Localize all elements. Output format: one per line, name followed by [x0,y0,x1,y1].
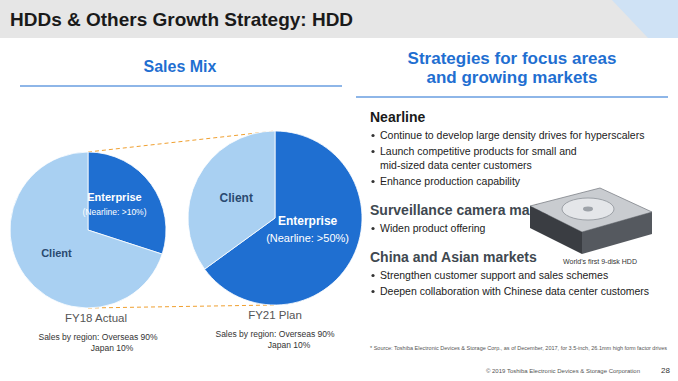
connector [88,305,275,308]
panel-rule [356,96,668,97]
pie-subtitle: Sales by region: Overseas 90% [38,332,158,342]
bullet-dot [371,134,374,137]
bullet-dot [371,274,374,277]
bullet-dot [371,227,374,230]
pie-slice [188,131,275,269]
header-title: HDDs & Others Growth Strategy: HDD [10,9,353,30]
header-band [0,0,678,38]
bullet-text: Strengthen customer support and sales sc… [380,269,608,281]
panel-title: Sales Mix [144,58,217,75]
slice-annotation: (Nearline: >10%) [82,207,146,217]
bullet-text: mid-sized data center customers [380,159,532,171]
bullet-text: Launch competitive products for small an… [380,145,577,157]
bullet-dot [371,180,374,183]
hdd-image [530,188,652,254]
panel-rule [20,85,342,86]
slide: HDDs & Others Growth Strategy: HDD Sales … [0,0,678,381]
page-number: 28 [661,366,670,375]
bullet-text: Enhance production capability [380,175,521,187]
slice-annotation: (Nearline: >50%) [266,232,349,244]
pie-subtitle: Sales by region: Overseas 90% [215,329,335,339]
section-heading: Nearline [370,109,425,125]
pie-subtitle: Japan 10% [91,343,134,353]
hdd-hub [583,207,593,212]
header-accent [612,0,678,38]
slice-label: Enterprise [87,191,141,203]
pie-title: FY21 Plan [248,309,302,321]
hdd-platter [562,198,614,220]
bullet-text: Continue to develop large density drives… [380,129,644,141]
bullet-dot [371,150,374,153]
slice-label: Client [220,191,253,205]
bullet-text: Deepen collaboration with Chinese data c… [380,285,649,297]
slice-label: Client [41,247,72,259]
panel-title: Strategies for focus areas [408,49,617,68]
pie-subtitle: Japan 10% [268,340,311,350]
panel-title: and growing markets [427,68,598,87]
footnote: * Source: Toshiba Electronic Devices & S… [370,345,667,351]
section-heading: Surveillance camera market [370,202,556,218]
bullet-dot [371,290,374,293]
slice-label: Enterprise [278,214,338,228]
section-heading: China and Asian markets [370,249,537,265]
image-caption: World's first 9-disk HDD [563,258,637,265]
bullet-text: Widen product offering [380,222,486,234]
pie-slice [10,152,162,308]
copyright: © 2019 Toshiba Electronic Devices & Stor… [486,368,640,374]
pie-title: FY18 Actual [65,312,127,324]
